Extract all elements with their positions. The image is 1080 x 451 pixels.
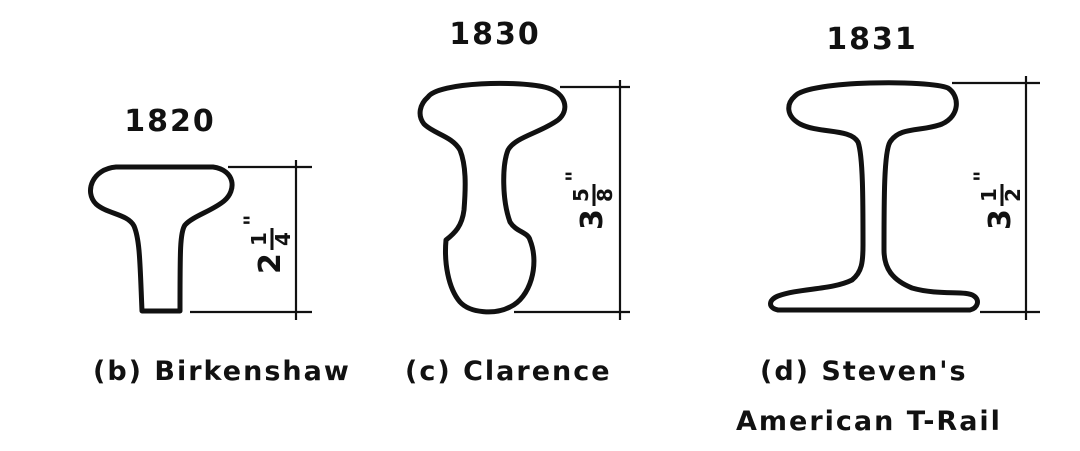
stevens-height-label: 3 1 2 " <box>971 171 1025 230</box>
stevens-rail-figure: 1831 3 1 2 " (d) Steven's American T-Rai… <box>736 22 1040 437</box>
stevens-caption-line1: (d) Steven's <box>760 356 968 387</box>
birkenshaw-year: 1820 <box>124 104 216 139</box>
clarence-year: 1830 <box>449 17 541 52</box>
clarence-rail-profile <box>417 80 568 315</box>
stevens-height-whole: 3 <box>983 209 1018 230</box>
stevens-height-unit: " <box>971 171 996 182</box>
birkenshaw-height-num: 1 <box>247 232 271 246</box>
clarence-height-whole: 3 <box>575 209 610 230</box>
birkenshaw-rail-figure: 1820 2 1 4 " (b) Birkenshaw <box>88 104 351 387</box>
birkenshaw-height-whole: 2 <box>253 253 288 274</box>
birkenshaw-height-unit: " <box>241 215 266 226</box>
stevens-caption-line2: American T-Rail <box>736 406 1002 437</box>
birkenshaw-caption: (b) Birkenshaw <box>93 356 351 387</box>
birkenshaw-height-den: 4 <box>271 232 295 246</box>
clarence-caption: (c) Clarence <box>405 356 612 387</box>
stevens-height-den: 2 <box>1001 188 1025 202</box>
stevens-height-num: 1 <box>977 188 1001 202</box>
stevens-rail-profile <box>768 80 980 313</box>
clarence-height-unit: " <box>563 171 588 182</box>
birkenshaw-rail-profile <box>88 164 235 314</box>
clarence-height-label: 3 5 8 " <box>563 171 617 230</box>
stevens-year: 1831 <box>826 22 918 57</box>
birkenshaw-height-label: 2 1 4 " <box>241 215 295 274</box>
clarence-rail-figure: 1830 3 5 8 " (c) Clarence <box>405 17 630 387</box>
clarence-height-den: 8 <box>593 188 617 202</box>
clarence-height-num: 5 <box>569 188 593 202</box>
